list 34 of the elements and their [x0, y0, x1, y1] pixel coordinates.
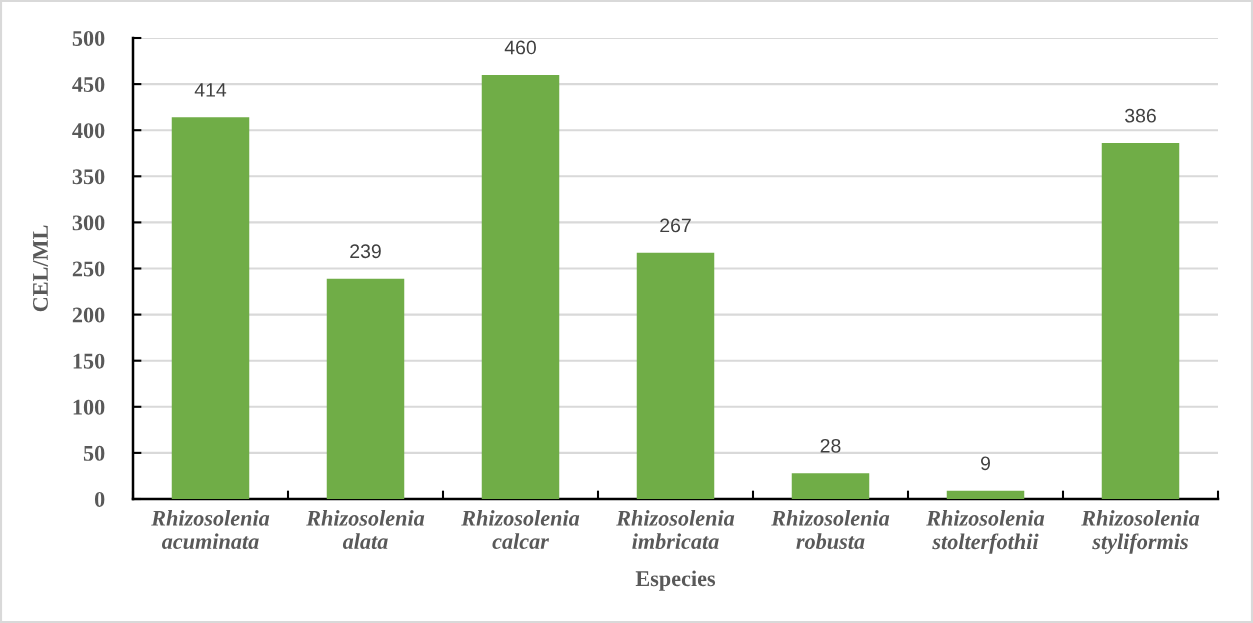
x-axis-title: Especies — [635, 570, 716, 591]
x-tick-label: Rhizosolenia acuminata — [151, 510, 270, 550]
y-tick-label: 300 — [72, 215, 105, 231]
bar — [636, 252, 715, 499]
y-tick-label: 500 — [72, 30, 105, 46]
x-tick-label: Rhizosolenia alata — [306, 510, 425, 549]
data-label: 460 — [504, 40, 536, 55]
y-tick-label: 0 — [94, 491, 105, 507]
bar — [171, 117, 250, 499]
x-tick-label: Rhizosolenia stolterfothii — [926, 510, 1045, 554]
bar — [1101, 143, 1180, 499]
x-tick-label: Rhizosolenia robusta — [771, 510, 890, 550]
x-tick-label: Rhizosolenia imbricata — [616, 510, 735, 550]
bar — [481, 74, 560, 499]
x-tick-label: Rhizosolenia styliformis — [1081, 510, 1200, 554]
bar — [326, 278, 405, 499]
bar — [946, 490, 1025, 499]
y-tick-label: 450 — [72, 77, 105, 93]
y-tick-label: 200 — [72, 307, 105, 323]
y-tick-label: 100 — [73, 399, 105, 415]
data-label: 9 — [981, 456, 990, 471]
data-label: 414 — [194, 83, 227, 97]
data-label: 386 — [1125, 108, 1156, 123]
y-tick-label: 350 — [72, 169, 105, 185]
bar — [791, 473, 870, 499]
y-tick-label: 400 — [72, 123, 105, 139]
x-tick-label: Rhizosolenia calcar — [461, 510, 580, 549]
y-tick-label: 150 — [73, 353, 105, 369]
data-label: 239 — [350, 244, 381, 259]
y-axis-title: CEL/ML — [33, 225, 48, 312]
data-label: 28 — [820, 438, 841, 453]
y-tick-label: 50 — [83, 445, 105, 461]
data-label: 267 — [660, 218, 691, 233]
y-tick-label: 250 — [72, 261, 105, 277]
